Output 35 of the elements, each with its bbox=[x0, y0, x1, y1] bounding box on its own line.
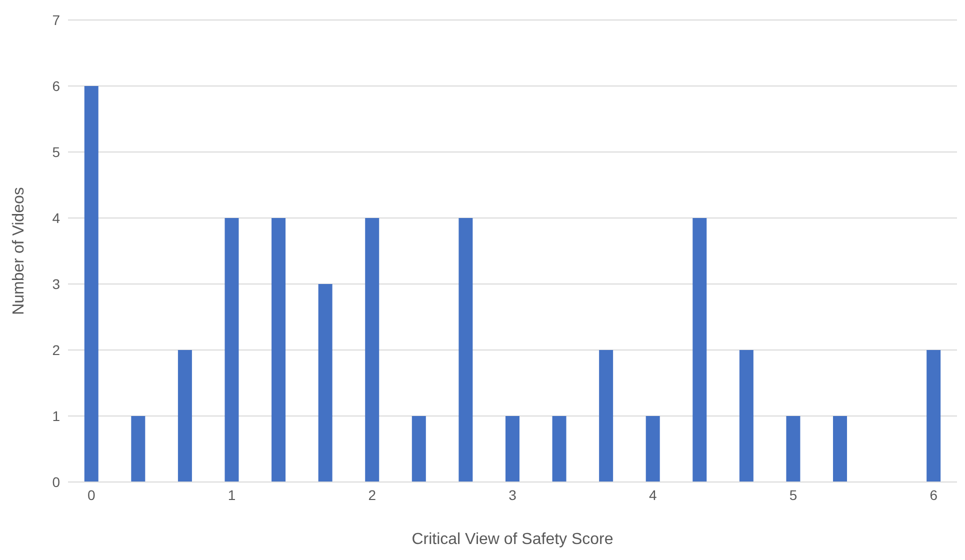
x-tick-label: 6 bbox=[930, 486, 938, 503]
x-tick-label: 2 bbox=[368, 486, 376, 503]
x-tick-label: 3 bbox=[508, 486, 517, 503]
bar bbox=[646, 416, 660, 482]
x-tick-label: 5 bbox=[789, 486, 798, 503]
bar bbox=[926, 350, 941, 482]
bar bbox=[552, 416, 566, 482]
bar bbox=[412, 416, 426, 482]
y-tick-label: 5 bbox=[52, 144, 60, 160]
bar bbox=[692, 218, 707, 482]
bar bbox=[84, 86, 98, 482]
y-tick-label: 7 bbox=[52, 12, 60, 28]
bar bbox=[131, 416, 146, 482]
bar bbox=[272, 218, 286, 482]
bar bbox=[505, 416, 520, 482]
bar bbox=[599, 350, 614, 482]
x-tick-label: 4 bbox=[648, 486, 657, 503]
bar bbox=[458, 218, 473, 482]
y-tick-label: 0 bbox=[52, 474, 60, 490]
x-tick-label: 1 bbox=[228, 486, 236, 503]
bar bbox=[739, 350, 754, 482]
x-tick-label: 0 bbox=[87, 486, 96, 503]
bar bbox=[178, 350, 192, 482]
bar bbox=[318, 284, 332, 482]
x-axis-title: Critical View of Safety Score bbox=[412, 531, 614, 548]
y-tick-label: 6 bbox=[52, 78, 60, 94]
y-axis-title: Number of Videos bbox=[10, 187, 28, 315]
y-tick-label: 2 bbox=[52, 342, 60, 358]
y-tick-label: 3 bbox=[52, 276, 60, 292]
y-tick-label: 1 bbox=[52, 408, 60, 424]
bar bbox=[224, 218, 239, 482]
bar bbox=[365, 218, 380, 482]
bar bbox=[833, 416, 848, 482]
bar bbox=[786, 416, 800, 482]
y-tick-label: 4 bbox=[52, 210, 60, 226]
